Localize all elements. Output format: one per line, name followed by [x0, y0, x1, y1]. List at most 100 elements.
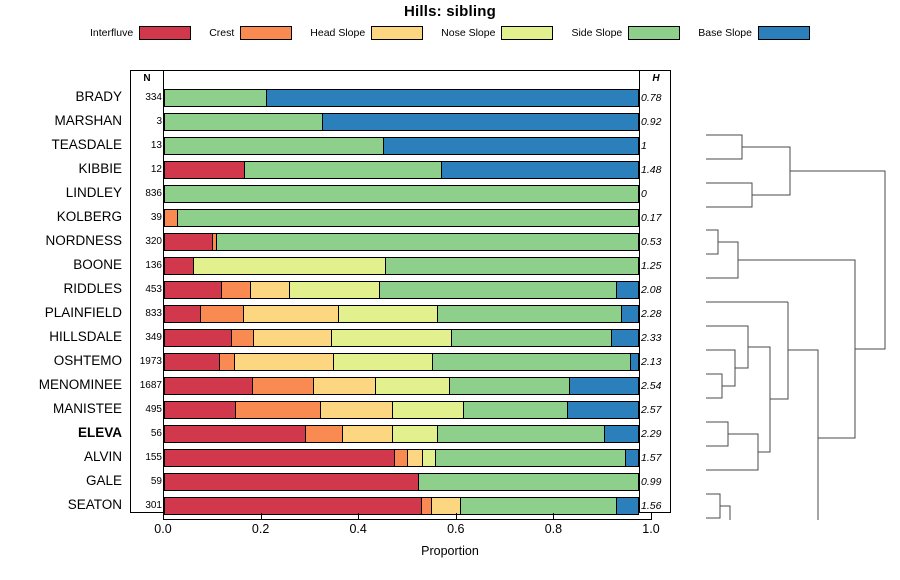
row-h-value: 2.28 — [641, 308, 662, 320]
stacked-bar — [164, 137, 639, 155]
bar-segment — [165, 138, 385, 154]
chart-row: 13 1 — [131, 134, 672, 158]
y-axis-label: KIBBIE — [78, 161, 122, 176]
row-n-value: 833 — [145, 308, 162, 319]
row-h-value: 0.53 — [641, 236, 662, 248]
page-title: Hills: sibling — [404, 3, 496, 20]
bar-segment — [165, 426, 307, 442]
n-column-divider — [163, 71, 164, 512]
bar-segment — [165, 114, 324, 130]
row-n-value: 39 — [150, 212, 162, 223]
row-h-value: 0.78 — [641, 92, 662, 104]
bar-segment — [385, 258, 638, 274]
row-n-value: 59 — [150, 476, 162, 487]
legend-swatch — [757, 26, 810, 40]
bar-segment — [165, 306, 202, 322]
x-tick — [260, 513, 262, 520]
bar-segment — [408, 450, 424, 466]
row-h-value: 0.99 — [641, 476, 662, 488]
stacked-bar — [164, 329, 639, 347]
stacked-bar — [164, 377, 639, 395]
bar-segment — [236, 402, 322, 418]
bar-segment — [193, 258, 386, 274]
row-n-value: 320 — [145, 236, 162, 247]
stacked-bar — [164, 233, 639, 251]
bar-segment — [165, 474, 419, 490]
bar-segment — [267, 90, 638, 106]
bar-segment — [438, 426, 606, 442]
n-column-header: N — [143, 73, 151, 84]
y-axis-label: OSHTEMO — [53, 353, 122, 368]
legend-swatch — [240, 26, 293, 40]
bar-segment — [433, 354, 631, 370]
stacked-bar — [164, 449, 639, 467]
bar-segment — [165, 330, 232, 346]
y-axis-label: MARSHAN — [54, 113, 122, 128]
stacked-bar — [164, 305, 639, 323]
row-h-value: 1.57 — [641, 452, 662, 464]
y-axis-label: ALVIN — [83, 449, 122, 464]
y-axis-label: KOLBERG — [56, 209, 122, 224]
x-tick — [455, 513, 457, 520]
row-h-value: 1.25 — [641, 260, 662, 272]
bar-segment — [442, 162, 638, 178]
legend-label: Side Slope — [571, 27, 623, 39]
legend-label: Base Slope — [698, 27, 752, 39]
chart-row: 39 0.17 — [131, 206, 672, 230]
x-tick-label: 0.4 — [349, 522, 367, 536]
y-axis-label: GALE — [85, 473, 122, 488]
x-tick-label: 0.8 — [544, 522, 563, 536]
y-axis-label: RIDDLES — [63, 281, 122, 296]
bar-segment — [463, 402, 568, 418]
legend-swatch — [371, 26, 424, 40]
stacked-bar — [164, 185, 639, 203]
bar-segment — [234, 354, 335, 370]
bar-segment — [323, 114, 638, 130]
x-tick-label: 0.0 — [154, 522, 172, 536]
row-h-value: 2.33 — [641, 332, 662, 344]
chart-row: 56 2.29 — [131, 422, 672, 446]
bar-segment — [216, 234, 638, 250]
stacked-bar — [164, 353, 639, 371]
bar-segment — [306, 426, 343, 442]
bar-segment — [449, 378, 571, 394]
chart-row: 3 0.92 — [131, 110, 672, 134]
row-n-value: 334 — [145, 92, 162, 103]
bar-segment — [395, 450, 409, 466]
bar-segment — [165, 258, 194, 274]
row-h-value: 0 — [641, 188, 647, 200]
stacked-bar — [164, 257, 639, 275]
bar-segment — [438, 306, 622, 322]
bar-segment — [219, 354, 235, 370]
bar-segment — [338, 306, 439, 322]
legend-item: Interfluve — [90, 26, 192, 40]
bar-segment — [165, 162, 245, 178]
bar-segment — [418, 474, 638, 490]
chart-row: 59 0.99 — [131, 470, 672, 494]
bar-segment — [621, 306, 638, 322]
row-h-value: 1.48 — [641, 164, 662, 176]
chart-row: 1973 2.13 — [131, 350, 672, 374]
chart-row: 301 1.56 — [131, 494, 672, 518]
bar-segment — [165, 378, 253, 394]
stacked-bar — [164, 473, 639, 491]
legend-label: Crest — [209, 27, 235, 39]
y-axis-label: ELEVA — [77, 425, 122, 440]
legend-swatch — [628, 26, 681, 40]
bar-segment — [570, 378, 638, 394]
y-axis-label: TEASDALE — [51, 137, 122, 152]
legend-label: Nose Slope — [441, 27, 496, 39]
bar-segment — [452, 330, 613, 346]
y-axis-label: LINDLEY — [65, 185, 122, 200]
bar-segment — [165, 354, 220, 370]
row-n-value: 1687 — [139, 380, 162, 391]
bar-segment — [423, 450, 436, 466]
bar-segment — [392, 426, 439, 442]
x-tick-label: 1.0 — [642, 522, 660, 536]
bar-segment — [342, 426, 393, 442]
bar-segment — [165, 498, 422, 514]
bar-segment — [251, 282, 290, 298]
y-axis-label: PLAINFIELD — [44, 305, 122, 320]
y-axis-label: NORDNESS — [45, 233, 122, 248]
bar-segment — [165, 402, 237, 418]
